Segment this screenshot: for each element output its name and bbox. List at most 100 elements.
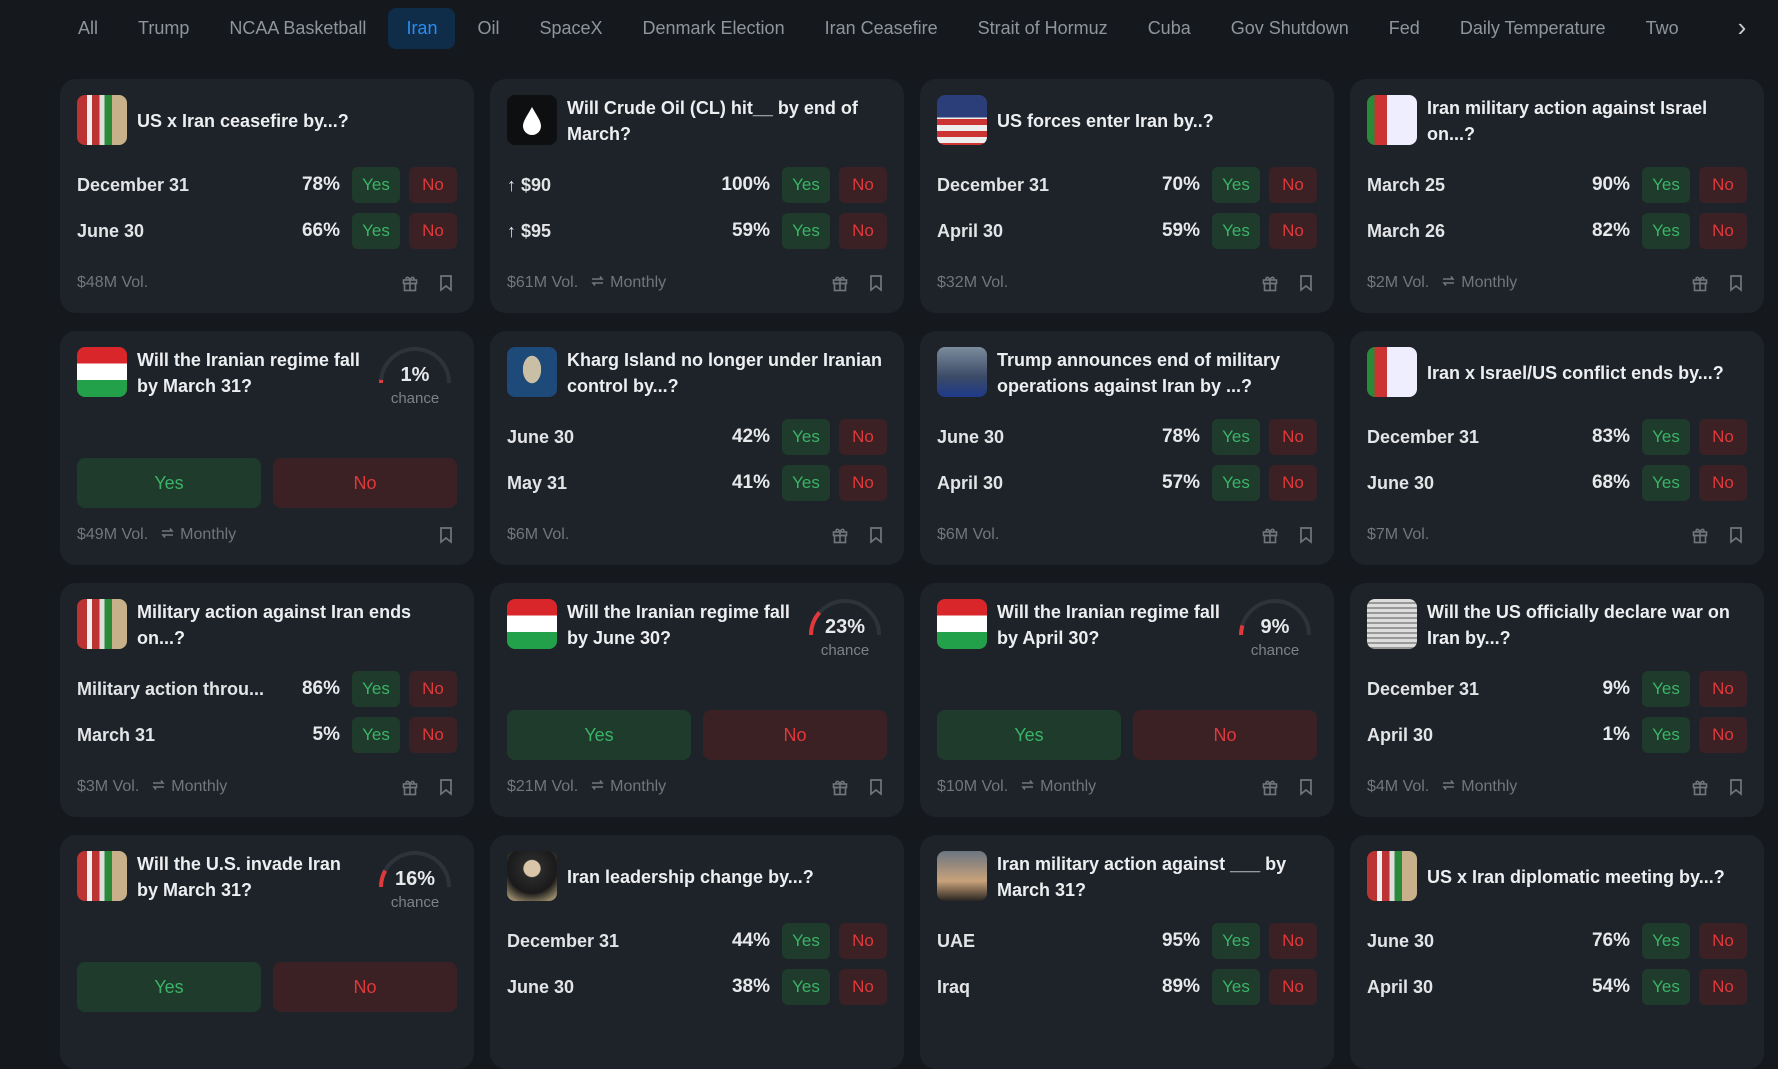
buy-yes-button[interactable]: Yes — [352, 717, 400, 753]
tab-trump[interactable]: Trump — [120, 8, 207, 49]
buy-no-button[interactable]: No — [1269, 213, 1317, 249]
buy-yes-button[interactable]: Yes — [1642, 671, 1690, 707]
tab-ncaa-basketball[interactable]: NCAA Basketball — [211, 8, 384, 49]
gift-icon[interactable] — [829, 776, 851, 798]
buy-no-button[interactable]: No — [1699, 923, 1747, 959]
buy-yes-button[interactable]: Yes — [782, 923, 830, 959]
buy-no-button[interactable]: No — [839, 213, 887, 249]
gift-icon[interactable] — [1259, 524, 1281, 546]
buy-no-button[interactable]: No — [273, 962, 457, 1012]
buy-yes-button[interactable]: Yes — [782, 419, 830, 455]
buy-no-button[interactable]: No — [839, 923, 887, 959]
gift-icon[interactable] — [1259, 272, 1281, 294]
market-card[interactable]: Military action against Iran ends on...?… — [60, 583, 474, 817]
buy-no-button[interactable]: No — [1269, 167, 1317, 203]
buy-yes-button[interactable]: Yes — [1642, 717, 1690, 753]
market-title[interactable]: Will Crude Oil (CL) hit__ by end of Marc… — [567, 95, 887, 147]
tab-fed[interactable]: Fed — [1371, 8, 1438, 49]
market-title[interactable]: Iran x Israel/US conflict ends by...? — [1427, 347, 1747, 399]
gift-icon[interactable] — [399, 272, 421, 294]
tab-oil[interactable]: Oil — [459, 8, 517, 49]
buy-no-button[interactable]: No — [839, 465, 887, 501]
market-card[interactable]: Iran military action against Israel on..… — [1350, 79, 1764, 313]
buy-no-button[interactable]: No — [1699, 465, 1747, 501]
buy-yes-button[interactable]: Yes — [937, 710, 1121, 760]
gift-icon[interactable] — [1689, 776, 1711, 798]
bookmark-icon[interactable] — [1295, 272, 1317, 294]
market-card[interactable]: Will the Iranian regime fall by March 31… — [60, 331, 474, 565]
market-card[interactable]: Will the Iranian regime fall by June 30?… — [490, 583, 904, 817]
gift-icon[interactable] — [1689, 272, 1711, 294]
gift-icon[interactable] — [399, 776, 421, 798]
tab-denmark-election[interactable]: Denmark Election — [625, 8, 803, 49]
buy-yes-button[interactable]: Yes — [1642, 465, 1690, 501]
buy-no-button[interactable]: No — [1699, 671, 1747, 707]
buy-no-button[interactable]: No — [839, 419, 887, 455]
buy-yes-button[interactable]: Yes — [782, 167, 830, 203]
market-card[interactable]: Trump announces end of military operatio… — [920, 331, 1334, 565]
buy-no-button[interactable]: No — [703, 710, 887, 760]
buy-yes-button[interactable]: Yes — [1642, 167, 1690, 203]
gift-icon[interactable] — [1259, 776, 1281, 798]
tab-cuba[interactable]: Cuba — [1130, 8, 1209, 49]
buy-no-button[interactable]: No — [1133, 710, 1317, 760]
market-card[interactable]: Kharg Island no longer under Iranian con… — [490, 331, 904, 565]
gift-icon[interactable] — [1689, 524, 1711, 546]
bookmark-icon[interactable] — [1295, 776, 1317, 798]
buy-no-button[interactable]: No — [409, 671, 457, 707]
market-title[interactable]: Kharg Island no longer under Iranian con… — [567, 347, 887, 399]
buy-no-button[interactable]: No — [409, 167, 457, 203]
buy-yes-button[interactable]: Yes — [352, 167, 400, 203]
buy-yes-button[interactable]: Yes — [1212, 167, 1260, 203]
market-card[interactable]: Iran x Israel/US conflict ends by...?Dec… — [1350, 331, 1764, 565]
market-title[interactable]: Iran military action against Israel on..… — [1427, 95, 1747, 147]
buy-yes-button[interactable]: Yes — [1642, 213, 1690, 249]
buy-yes-button[interactable]: Yes — [1212, 213, 1260, 249]
tab-spacex[interactable]: SpaceX — [521, 8, 620, 49]
market-title[interactable]: Military action against Iran ends on...? — [137, 599, 457, 651]
tab-strait-of-hormuz[interactable]: Strait of Hormuz — [960, 8, 1126, 49]
bookmark-icon[interactable] — [1725, 272, 1747, 294]
market-card[interactable]: US x Iran diplomatic meeting by...?June … — [1350, 835, 1764, 1069]
market-title[interactable]: Iran military action against ___ by Marc… — [997, 851, 1317, 903]
bookmark-icon[interactable] — [435, 272, 457, 294]
bookmark-icon[interactable] — [1725, 524, 1747, 546]
buy-no-button[interactable]: No — [1699, 213, 1747, 249]
gift-icon[interactable] — [829, 524, 851, 546]
buy-no-button[interactable]: No — [839, 167, 887, 203]
market-card[interactable]: Iran leadership change by...?December 31… — [490, 835, 904, 1069]
market-title[interactable]: Will the Iranian regime fall by March 31… — [137, 347, 362, 399]
buy-no-button[interactable]: No — [1269, 419, 1317, 455]
buy-no-button[interactable]: No — [409, 717, 457, 753]
buy-no-button[interactable]: No — [1269, 923, 1317, 959]
buy-yes-button[interactable]: Yes — [352, 213, 400, 249]
bookmark-icon[interactable] — [865, 776, 887, 798]
bookmark-icon[interactable] — [865, 272, 887, 294]
market-card[interactable]: Iran military action against ___ by Marc… — [920, 835, 1334, 1069]
bookmark-icon[interactable] — [1725, 776, 1747, 798]
market-title[interactable]: Will the US officially declare war on Ir… — [1427, 599, 1747, 651]
buy-yes-button[interactable]: Yes — [1642, 923, 1690, 959]
buy-yes-button[interactable]: Yes — [77, 962, 261, 1012]
tab-iran[interactable]: Iran — [388, 8, 455, 49]
buy-no-button[interactable]: No — [1269, 465, 1317, 501]
buy-no-button[interactable]: No — [273, 458, 457, 508]
gift-icon[interactable] — [829, 272, 851, 294]
market-card[interactable]: Will Crude Oil (CL) hit__ by end of Marc… — [490, 79, 904, 313]
buy-yes-button[interactable]: Yes — [1212, 465, 1260, 501]
market-card[interactable]: Will the Iranian regime fall by April 30… — [920, 583, 1334, 817]
bookmark-icon[interactable] — [865, 524, 887, 546]
buy-no-button[interactable]: No — [409, 213, 457, 249]
buy-no-button[interactable]: No — [1699, 717, 1747, 753]
buy-yes-button[interactable]: Yes — [782, 465, 830, 501]
bookmark-icon[interactable] — [435, 524, 457, 546]
market-title[interactable]: US forces enter Iran by..? — [997, 95, 1317, 147]
tab-daily-temperature[interactable]: Daily Temperature — [1442, 8, 1624, 49]
buy-yes-button[interactable]: Yes — [1642, 419, 1690, 455]
market-card[interactable]: Will the U.S. invade Iran by March 31?16… — [60, 835, 474, 1069]
market-title[interactable]: Will the U.S. invade Iran by March 31? — [137, 851, 362, 903]
market-title[interactable]: Iran leadership change by...? — [567, 851, 887, 903]
buy-yes-button[interactable]: Yes — [782, 213, 830, 249]
